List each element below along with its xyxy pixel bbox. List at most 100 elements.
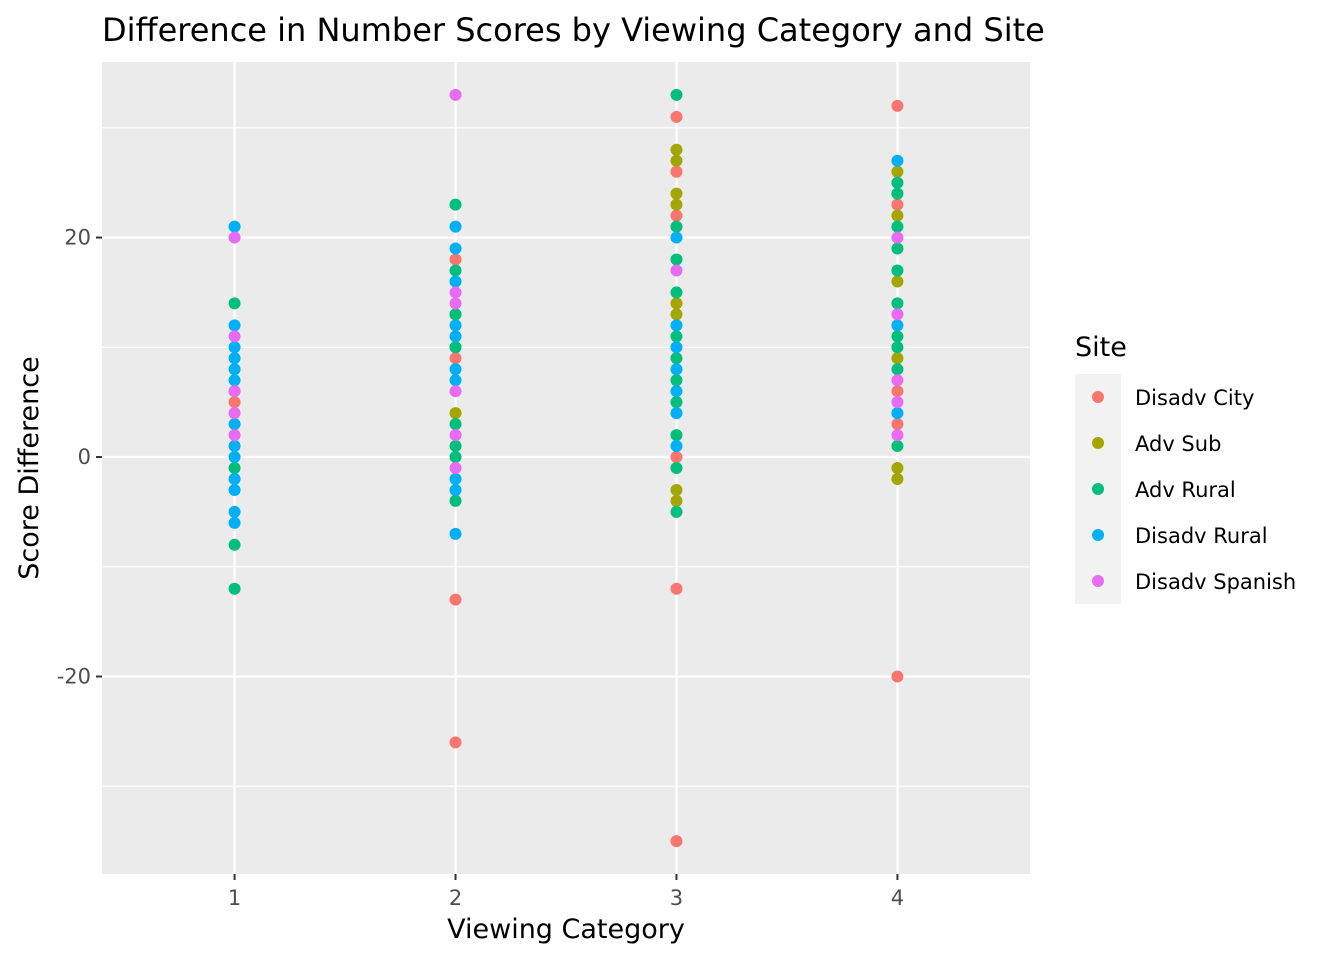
- y-axis-ticks: -20 0 20: [57, 226, 102, 688]
- data-point: [891, 670, 904, 683]
- data-point: [891, 418, 904, 431]
- data-point: [670, 429, 683, 442]
- data-point: [891, 154, 904, 167]
- data-point: [449, 242, 462, 255]
- x-axis-ticks: 1 2 3 4: [228, 874, 904, 910]
- data-point: [670, 110, 683, 123]
- minor-gridlines: [102, 127, 1030, 787]
- data-point: [670, 154, 683, 167]
- data-point: [891, 231, 904, 244]
- data-point: [670, 198, 683, 211]
- legend-title: Site: [1075, 332, 1127, 363]
- data-point: [670, 451, 683, 464]
- data-point: [670, 835, 683, 848]
- data-point: [228, 418, 241, 431]
- data-point: [670, 319, 683, 332]
- data-point: [228, 396, 241, 409]
- data-point: [449, 286, 462, 299]
- legend-key: [1092, 529, 1104, 541]
- data-point: [670, 264, 683, 277]
- data-point: [228, 472, 241, 485]
- data-point: [670, 363, 683, 376]
- data-point: [670, 187, 683, 200]
- data-point: [670, 462, 683, 474]
- x-axis-title: Viewing Category: [447, 914, 685, 945]
- data-point: [449, 297, 462, 310]
- data-point: [670, 231, 683, 244]
- data-point: [449, 341, 462, 354]
- legend-label: Disadv Rural: [1135, 524, 1268, 548]
- data-point: [891, 275, 904, 288]
- data-point: [449, 330, 462, 343]
- data-point: [670, 582, 683, 595]
- chart-title: Difference in Number Scores by Viewing C…: [102, 11, 1045, 49]
- data-point: [670, 396, 683, 409]
- data-point: [670, 286, 683, 299]
- data-point: [228, 352, 241, 365]
- data-point: [449, 363, 462, 376]
- data-point: [449, 220, 462, 233]
- data-point: [891, 407, 904, 420]
- data-point: [891, 308, 904, 321]
- data-point: [891, 352, 904, 365]
- data-point: [670, 209, 683, 222]
- data-point: [891, 330, 904, 343]
- data-point: [449, 418, 462, 431]
- data-point: [228, 385, 241, 398]
- data-point: [891, 385, 904, 398]
- data-point: [670, 440, 683, 453]
- data-point: [891, 440, 904, 453]
- data-point: [228, 516, 241, 529]
- data-point: [670, 143, 683, 156]
- data-point: [891, 472, 904, 485]
- data-point: [891, 396, 904, 409]
- data-point: [670, 505, 683, 518]
- data-point: [449, 527, 462, 540]
- y-tick-label: 20: [64, 226, 91, 250]
- x-tick-label: 3: [670, 886, 683, 910]
- data-point: [670, 165, 683, 178]
- legend-label: Adv Sub: [1135, 432, 1221, 456]
- x-tick-label: 4: [891, 886, 904, 910]
- plot-panel: [102, 62, 1030, 874]
- data-point: [670, 374, 683, 387]
- data-point: [449, 429, 462, 442]
- data-point: [228, 582, 241, 595]
- data-point: [449, 736, 462, 749]
- legend-items: Disadv City Adv Sub Adv Rural Disadv Rural D…: [1092, 386, 1296, 594]
- data-point: [228, 440, 241, 453]
- data-point: [670, 253, 683, 266]
- data-point: [891, 99, 904, 112]
- data-points: [228, 88, 904, 848]
- legend-key: [1092, 575, 1104, 587]
- data-point: [449, 483, 462, 496]
- data-point: [228, 297, 241, 310]
- legend-key: [1092, 391, 1104, 403]
- data-point: [449, 494, 462, 507]
- data-point: [670, 385, 683, 398]
- data-point: [228, 538, 241, 551]
- data-point: [891, 374, 904, 387]
- data-point: [891, 462, 904, 474]
- x-tick-label: 2: [449, 886, 462, 910]
- legend-key: [1092, 483, 1104, 495]
- data-point: [670, 308, 683, 321]
- y-tick-label: 0: [78, 445, 91, 469]
- y-axis-title: Score Difference: [14, 356, 45, 579]
- data-point: [449, 198, 462, 211]
- data-point: [228, 505, 241, 518]
- data-point: [228, 231, 241, 244]
- data-point: [228, 407, 241, 420]
- data-point: [228, 483, 241, 496]
- legend-label: Disadv City: [1135, 386, 1254, 410]
- data-point: [449, 264, 462, 277]
- data-point: [670, 407, 683, 420]
- x-tick-label: 1: [228, 886, 241, 910]
- data-point: [891, 297, 904, 310]
- legend: Site Disadv City Adv Sub Adv Rural Disadv R…: [1075, 332, 1296, 604]
- data-point: [228, 363, 241, 376]
- data-point: [670, 352, 683, 365]
- data-point: [449, 253, 462, 266]
- data-point: [891, 341, 904, 354]
- legend-label: Adv Rural: [1135, 478, 1236, 502]
